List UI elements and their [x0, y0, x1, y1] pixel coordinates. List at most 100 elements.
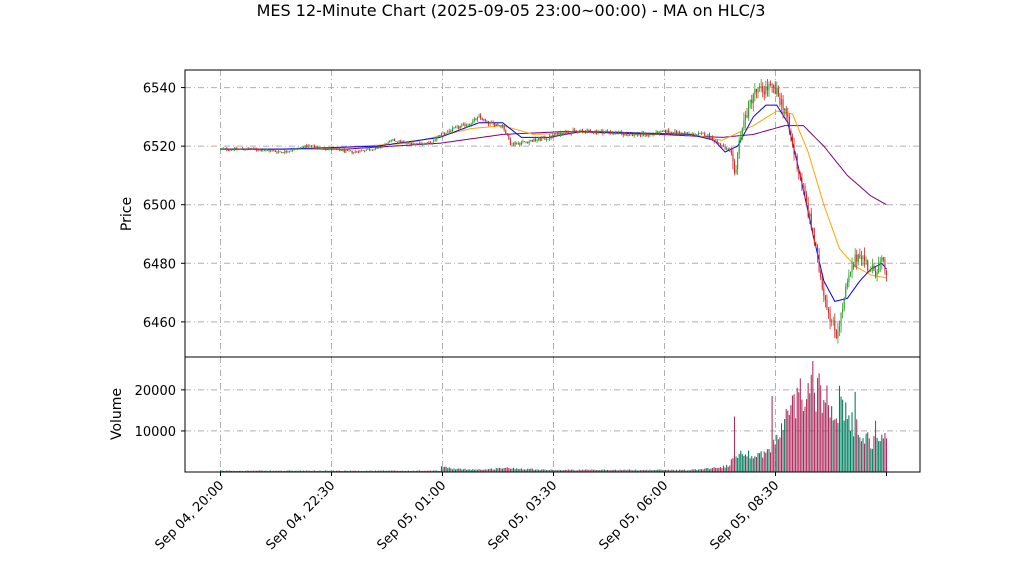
candle-body [614, 131, 616, 134]
volume-bar [846, 419, 848, 472]
volume-bar [712, 468, 714, 472]
candle-body [560, 132, 562, 136]
volume-bar [732, 458, 734, 472]
candle-body [522, 141, 524, 143]
candle-body [279, 151, 281, 153]
volume-bar [613, 469, 615, 472]
candle-body [409, 142, 411, 144]
volume-bar [787, 410, 789, 472]
volume-bar [340, 470, 342, 472]
volume-bar [751, 456, 753, 472]
volume-bar [823, 400, 825, 472]
candle-body [849, 272, 852, 275]
volume-bar [492, 469, 494, 472]
candle-body [674, 130, 676, 134]
volume-bar [854, 391, 856, 472]
candle-body [760, 86, 762, 87]
candle-body [533, 138, 535, 142]
candle-body [359, 150, 361, 153]
candle-body [251, 149, 253, 150]
volume-bar [312, 470, 314, 472]
volume-bar [835, 418, 837, 472]
candle-body [621, 131, 623, 134]
volume-bar [774, 444, 776, 472]
candle-body [741, 128, 743, 137]
candle-body [829, 312, 831, 322]
volume-bar [263, 470, 265, 472]
volume-bar [737, 457, 739, 472]
candle-body [843, 297, 845, 309]
candle-body [588, 129, 590, 131]
candle-body [650, 134, 652, 135]
candle-body [846, 282, 848, 287]
candle-body [235, 147, 237, 150]
volume-bar [407, 470, 410, 472]
candle-body [387, 142, 389, 145]
candle-body [516, 143, 518, 145]
volume-bar [423, 470, 425, 472]
candle-body [744, 114, 747, 121]
volume-bar [807, 383, 809, 472]
candle-body [766, 86, 768, 91]
candle-body [823, 288, 825, 296]
volume-bar [533, 469, 535, 472]
volume-bar [470, 469, 472, 472]
candle-body [331, 148, 333, 150]
candle-body [227, 149, 229, 151]
candle-body [574, 129, 576, 131]
candle-body [821, 277, 823, 289]
volume-bar [589, 469, 591, 472]
candle-body [243, 149, 245, 151]
volume-bar [426, 470, 428, 472]
volume-bar [563, 470, 565, 472]
volume-bar [693, 469, 695, 472]
candle-body [453, 127, 455, 129]
candle-body [230, 149, 233, 151]
candle-body [448, 130, 450, 132]
candle-body [563, 133, 565, 135]
volume-bar [798, 392, 800, 472]
candle-body [685, 132, 687, 134]
candle-body [802, 186, 804, 187]
volume-bar [429, 470, 432, 472]
x-tick-label: Sep 04, 20:00 [152, 478, 227, 553]
candle-body [683, 132, 685, 134]
candle-body [403, 141, 405, 143]
x-tick-label: Sep 05, 01:00 [374, 478, 449, 553]
price-y-tick-label: 6540 [143, 82, 176, 97]
candle-body [538, 137, 540, 140]
volume-bar [497, 468, 499, 472]
candle-body [658, 131, 660, 135]
candle-body [675, 130, 678, 134]
x-tick-label: Sep 05, 08:30 [707, 478, 782, 553]
candle-body [465, 125, 468, 127]
candle-body [503, 125, 505, 131]
candle-body [246, 148, 248, 150]
candle-body [848, 274, 850, 283]
volume-bar [444, 466, 446, 472]
volume-bar [864, 443, 866, 472]
candle-body [611, 132, 613, 134]
volume-bar [417, 470, 419, 472]
candle-body [509, 139, 511, 145]
volume-y-tick-label: 20000 [135, 384, 176, 399]
volume-bar [842, 399, 844, 472]
candle-body [583, 131, 585, 132]
candle-body [483, 119, 485, 121]
candle-body [299, 147, 301, 149]
volume-bar [329, 470, 331, 472]
candle-body [765, 86, 767, 95]
volume-bar [367, 470, 369, 472]
volume-bar [351, 470, 353, 472]
volume-bar [845, 402, 847, 472]
candle-body [445, 132, 447, 134]
candle-body [249, 148, 251, 150]
volume-bar [309, 470, 311, 472]
candle-body [480, 115, 482, 118]
volume-bar [307, 470, 309, 472]
volume-bar [434, 470, 436, 472]
candle-body [597, 131, 599, 134]
candle-body [793, 145, 795, 155]
volume-bar [520, 468, 522, 472]
candle-body [870, 269, 872, 272]
